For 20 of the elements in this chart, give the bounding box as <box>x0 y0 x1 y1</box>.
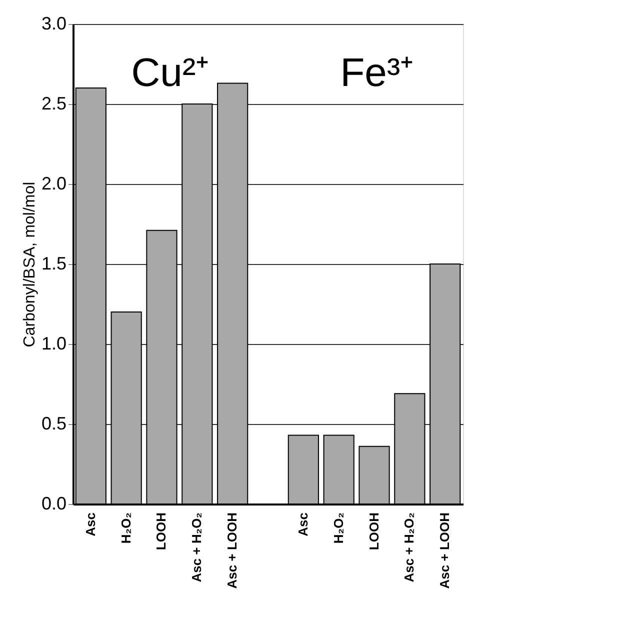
y-tick-label: 3.0 <box>41 14 66 34</box>
y-tick-label: 2.5 <box>41 94 66 114</box>
x-tick-label: H₂O₂ <box>118 512 134 544</box>
x-tick-label: LOOH <box>366 512 382 550</box>
annotation: Fe³⁺ <box>340 51 414 95</box>
y-tick-label: 0.5 <box>41 414 66 434</box>
y-tick-label: 0.0 <box>41 494 66 514</box>
x-tick-label: Asc + LOOH <box>437 512 452 589</box>
y-axis-title: Carbonyl/BSA, mol/mol <box>21 182 38 348</box>
x-tick-label: Asc <box>295 512 310 536</box>
y-tick-label: 2.0 <box>41 174 66 194</box>
x-tick-label: Asc + LOOH <box>224 512 240 589</box>
x-tick-label: Asc + H₂O₂ <box>189 512 204 582</box>
annotation: Cu²⁺ <box>131 51 210 95</box>
x-tick-label: LOOH <box>154 512 169 550</box>
x-tick-label: Asc <box>82 512 98 536</box>
x-tick-label: H₂O₂ <box>330 512 346 544</box>
y-tick-label: 1.0 <box>41 334 66 354</box>
y-tick-label: 1.5 <box>41 254 66 274</box>
x-tick-label: Asc + H₂O₂ <box>402 512 417 582</box>
